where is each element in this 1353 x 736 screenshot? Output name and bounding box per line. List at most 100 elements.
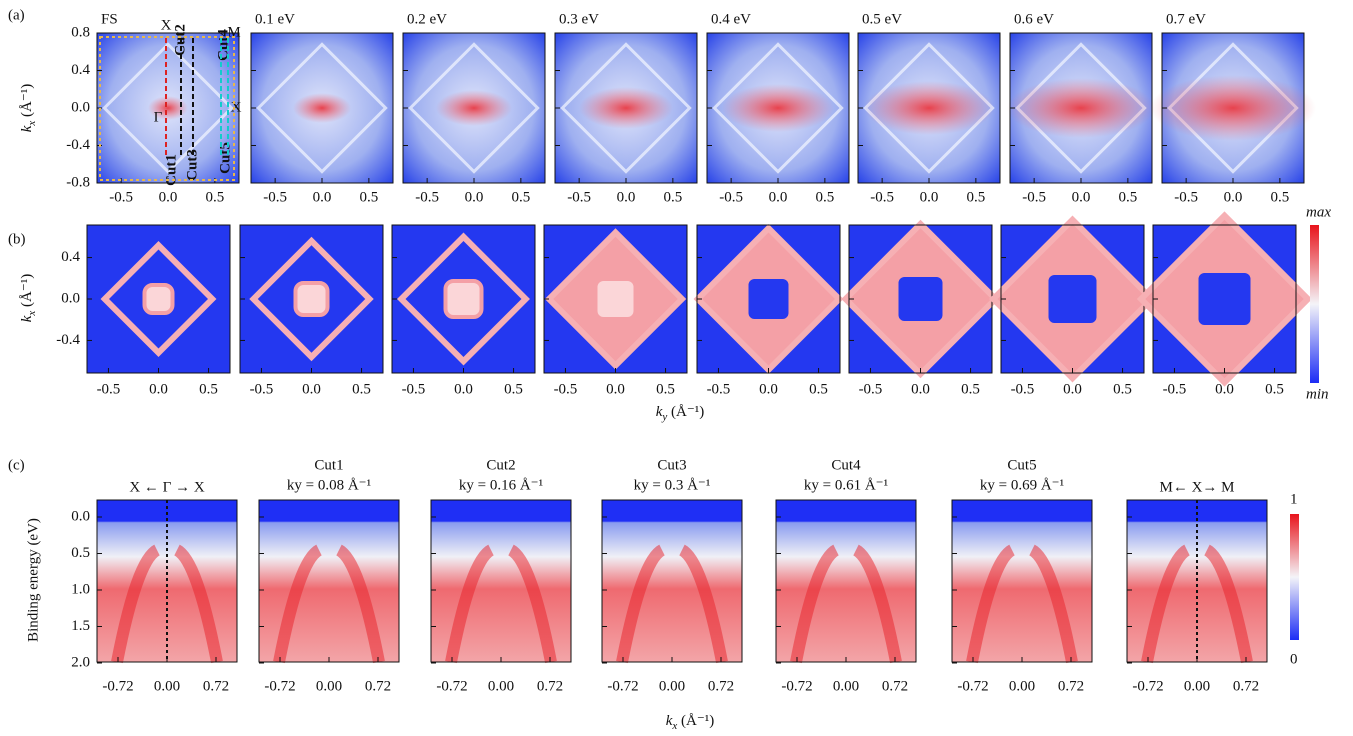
inner-pocket bbox=[596, 279, 636, 319]
axis-label: kx (Å⁻¹) bbox=[19, 274, 37, 323]
inner-pocket bbox=[1047, 273, 1099, 325]
y-tick-label: -0.4 bbox=[56, 332, 80, 348]
panel-title: Cut1 bbox=[314, 457, 343, 473]
axis-label: Binding energy (eV) bbox=[25, 518, 41, 642]
colorbar-label: min bbox=[1306, 386, 1329, 402]
panel-label: (c) bbox=[8, 457, 25, 473]
intensity-spot bbox=[293, 93, 351, 123]
y-tick-label: 2.0 bbox=[71, 654, 90, 670]
panel-title: 0.4 eV bbox=[711, 11, 751, 27]
y-tick-label: 1.0 bbox=[71, 581, 90, 597]
colorbar-label: 0 bbox=[1290, 651, 1298, 667]
x-tick-label: -0.5 bbox=[859, 381, 883, 397]
x-tick-label: -0.5 bbox=[719, 189, 743, 205]
x-tick-label: 0.5 bbox=[663, 189, 682, 205]
x-tick-label: 0.0 bbox=[1063, 381, 1082, 397]
x-tick-label: 0.0 bbox=[149, 381, 168, 397]
x-tick-label: -0.72 bbox=[957, 678, 988, 694]
x-tick-label: 0.5 bbox=[966, 189, 985, 205]
x-tick-label: 0.72 bbox=[203, 678, 229, 694]
x-tick-label: -0.5 bbox=[109, 189, 133, 205]
panel-title: X ← Γ → X bbox=[129, 479, 205, 495]
x-tick-label: -0.72 bbox=[607, 678, 638, 694]
panel-title: ky = 0.16 Å⁻¹ bbox=[459, 477, 543, 493]
x-tick-label: -0.72 bbox=[102, 678, 133, 694]
panel-title: Cut2 bbox=[486, 457, 515, 473]
panel-title: ky = 0.61 Å⁻¹ bbox=[804, 477, 888, 493]
x-tick-label: 0.0 bbox=[617, 189, 636, 205]
x-tick-label: 0.5 bbox=[1265, 381, 1284, 397]
intensity-spot bbox=[722, 84, 834, 132]
panel-title: Cut3 bbox=[657, 457, 686, 473]
x-tick-label: 0.5 bbox=[511, 189, 530, 205]
x-tick-label: 0.0 bbox=[313, 189, 332, 205]
x-tick-label: 0.72 bbox=[1058, 678, 1084, 694]
x-tick-label: 0.72 bbox=[365, 678, 391, 694]
panel-title: ky = 0.69 Å⁻¹ bbox=[980, 477, 1064, 493]
figure: (a)FS-0.50.00.50.1 eV-0.50.00.50.2 eV-0.… bbox=[0, 0, 1353, 736]
y-tick-label: 0.0 bbox=[71, 99, 90, 115]
x-tick-label: 0.0 bbox=[454, 381, 473, 397]
colorbar-label: 1 bbox=[1290, 491, 1298, 507]
x-tick-label: 0.5 bbox=[809, 381, 828, 397]
panel-title: 0.3 eV bbox=[559, 11, 599, 27]
panel-title: FS bbox=[101, 11, 118, 27]
y-tick-label: 0.4 bbox=[71, 62, 90, 78]
intensity-spot bbox=[436, 90, 512, 126]
annotation: Cut5 bbox=[217, 142, 233, 174]
x-tick-label: 0.5 bbox=[205, 189, 224, 205]
x-tick-label: 0.5 bbox=[199, 381, 218, 397]
x-tick-label: -0.5 bbox=[415, 189, 439, 205]
x-tick-label: 0.0 bbox=[759, 381, 778, 397]
x-tick-label: -0.5 bbox=[97, 381, 121, 397]
x-tick-label: 0.0 bbox=[465, 189, 484, 205]
x-tick-label: -0.72 bbox=[264, 678, 295, 694]
panel-title: 0.7 eV bbox=[1166, 11, 1206, 27]
panel-label: (a) bbox=[8, 7, 25, 23]
x-tick-label: -0.5 bbox=[1174, 189, 1198, 205]
inner-pocket bbox=[1197, 271, 1253, 327]
annotation: X bbox=[231, 99, 242, 115]
x-tick-label: -0.72 bbox=[436, 678, 467, 694]
inner-pocket bbox=[145, 285, 173, 313]
x-tick-label: 0.5 bbox=[815, 189, 834, 205]
panel-title: Cut4 bbox=[831, 457, 861, 473]
x-tick-label: 0.5 bbox=[656, 381, 675, 397]
y-tick-label: 0.0 bbox=[71, 508, 90, 524]
x-tick-label: 0.72 bbox=[537, 678, 563, 694]
intensity-spot bbox=[579, 87, 673, 129]
y-tick-label: 0.0 bbox=[61, 290, 80, 306]
x-tick-label: -0.5 bbox=[707, 381, 731, 397]
panel-title: 0.1 eV bbox=[255, 11, 295, 27]
x-tick-label: 0.0 bbox=[1224, 189, 1243, 205]
x-tick-label: 0.0 bbox=[769, 189, 788, 205]
y-tick-label: 0.8 bbox=[71, 24, 90, 40]
x-tick-label: 0.0 bbox=[159, 189, 178, 205]
x-tick-label: 0.5 bbox=[504, 381, 523, 397]
x-tick-label: -0.5 bbox=[1022, 189, 1046, 205]
x-tick-label: 0.5 bbox=[359, 189, 378, 205]
inner-pocket bbox=[897, 275, 945, 323]
x-tick-label: 0.72 bbox=[882, 678, 908, 694]
intensity-spot bbox=[1007, 78, 1155, 138]
y-tick-label: 0.5 bbox=[71, 545, 90, 561]
x-tick-label: 0.72 bbox=[708, 678, 734, 694]
y-tick-label: 1.5 bbox=[71, 618, 90, 634]
x-tick-label: -0.72 bbox=[781, 678, 812, 694]
axis-label: ky (Å⁻¹) bbox=[656, 404, 705, 422]
axis-label: kx (Å⁻¹) bbox=[19, 84, 37, 133]
x-tick-label: 0.00 bbox=[154, 678, 180, 694]
intensity-spot bbox=[1150, 75, 1316, 141]
panel-title: 0.5 eV bbox=[862, 11, 902, 27]
x-tick-label: 0.0 bbox=[1072, 189, 1091, 205]
colorbar bbox=[1290, 514, 1299, 640]
inner-pocket bbox=[296, 283, 328, 315]
x-tick-label: -0.5 bbox=[567, 189, 591, 205]
x-tick-label: 0.00 bbox=[833, 678, 859, 694]
x-tick-label: 0.72 bbox=[1233, 678, 1259, 694]
x-tick-label: -0.72 bbox=[1132, 678, 1163, 694]
y-tick-label: 0.4 bbox=[61, 249, 80, 265]
x-tick-label: -0.5 bbox=[870, 189, 894, 205]
colorbar bbox=[1310, 225, 1319, 383]
